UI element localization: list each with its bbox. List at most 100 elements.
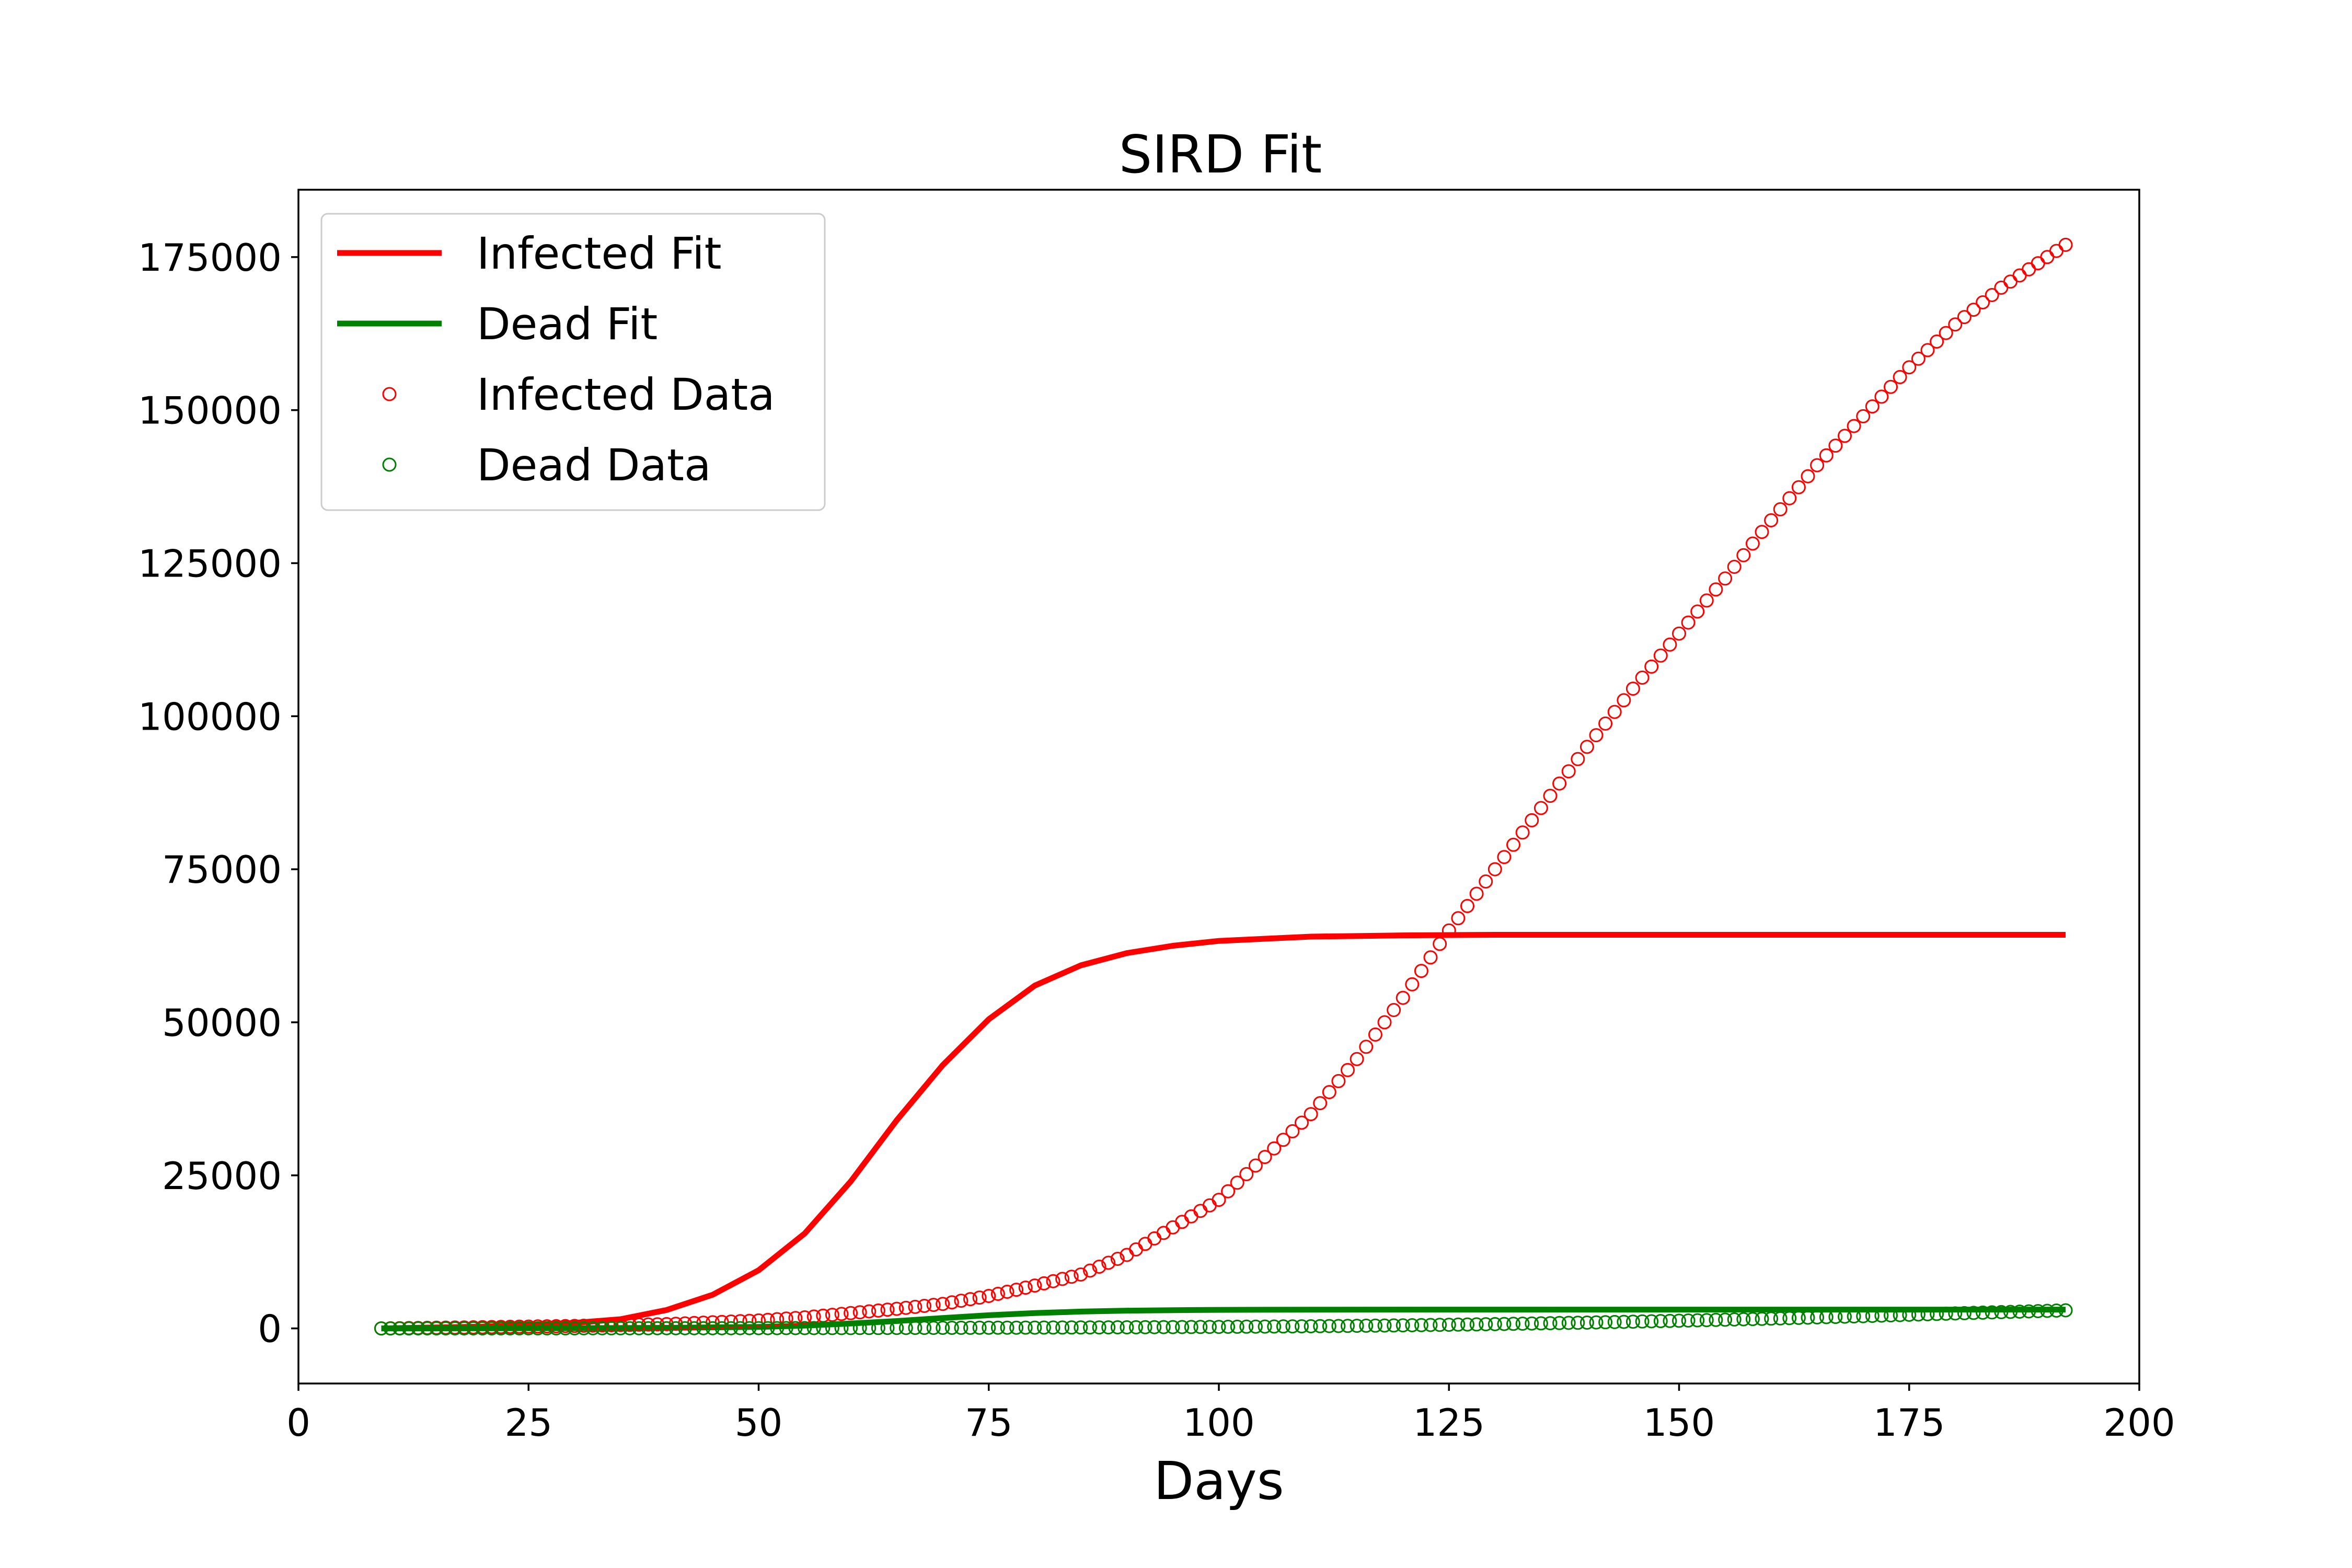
dead-data-marker: [1607, 1315, 1622, 1329]
dead-data-marker: [1625, 1315, 1640, 1329]
dead-data-marker: [1046, 1320, 1060, 1335]
infected-data-marker: [1414, 964, 1428, 978]
dead-data-marker: [917, 1321, 931, 1335]
dead-data-marker: [485, 1321, 499, 1335]
dead-data-marker: [1874, 1308, 1889, 1323]
dead-data-marker: [1350, 1319, 1364, 1333]
dead-data-marker: [852, 1321, 867, 1335]
dead-data-marker: [466, 1321, 481, 1335]
infected-data-marker: [1828, 439, 1843, 453]
infected-data-marker: [1267, 1141, 1282, 1156]
dead-data-marker: [1193, 1320, 1208, 1334]
dead-data-marker: [1036, 1320, 1051, 1335]
infected-data-marker: [1313, 1096, 1328, 1111]
dead-data-marker: [862, 1321, 877, 1335]
dead-data-marker: [1285, 1319, 1300, 1334]
dead-data-marker: [586, 1321, 600, 1335]
dead-data-point: [1764, 1311, 1779, 1326]
dead-data-marker: [714, 1321, 729, 1335]
dead-data-point: [1579, 1316, 1594, 1330]
dead-data-marker: [1939, 1306, 1953, 1321]
infected-data-point: [752, 1313, 766, 1328]
infected-data-point: [1856, 409, 1871, 423]
dead-data-marker: [1617, 1315, 1631, 1329]
infected-data-marker: [1156, 1226, 1171, 1240]
dead-data-point: [567, 1321, 582, 1335]
dead-data-marker: [1110, 1320, 1125, 1334]
infected-data-point: [1810, 458, 1825, 472]
dead-data-marker: [540, 1321, 554, 1335]
dead-data-marker: [447, 1321, 462, 1335]
infected-data-marker: [1479, 874, 1493, 889]
infected-data-marker: [641, 1317, 655, 1332]
infected-data-point: [1488, 862, 1502, 877]
series-layer: [374, 237, 2073, 1336]
infected-fit-line: [381, 932, 2066, 1332]
infected-data-marker: [1055, 1272, 1070, 1286]
infected-data-marker: [1874, 389, 1889, 404]
dead-data-marker: [1129, 1320, 1143, 1334]
dead-data-marker: [963, 1320, 977, 1335]
dead-data-point: [475, 1321, 490, 1335]
dead-data-point: [1120, 1320, 1134, 1334]
dead-data-marker: [890, 1321, 904, 1335]
infected-data-marker: [1819, 448, 1834, 463]
infected-data-point: [1902, 360, 1917, 375]
dead-data-marker: [926, 1321, 941, 1335]
legend-label-dead-data: Dead Data: [477, 440, 711, 491]
dead-data-marker: [1653, 1314, 1668, 1329]
infected-data-marker: [944, 1295, 959, 1310]
dead-data-marker: [1230, 1319, 1244, 1334]
y-tick-label: 25000: [162, 1154, 282, 1198]
dead-data-point: [752, 1321, 766, 1335]
infected-data-marker: [1957, 310, 1971, 325]
infected-data-marker: [2049, 244, 2063, 258]
infected-data-marker: [1276, 1133, 1290, 1147]
infected-data-marker: [1699, 593, 1714, 608]
dead-data-marker: [2040, 1304, 2055, 1318]
infected-data-marker: [1773, 502, 1788, 516]
dead-data-marker: [1313, 1319, 1328, 1333]
dead-data-marker: [1810, 1310, 1825, 1324]
infected-data-marker: [1387, 1003, 1401, 1017]
infected-data-marker: [963, 1292, 977, 1307]
infected-data-point: [1534, 801, 1548, 815]
dead-data-marker: [420, 1321, 434, 1335]
dead-data-marker: [1635, 1314, 1650, 1329]
x-tick-label: 200: [2103, 1401, 2175, 1445]
dead-data-marker: [770, 1321, 785, 1335]
dead-data-marker: [1773, 1311, 1788, 1325]
infected-data-marker: [1009, 1283, 1024, 1297]
legend: Infected Fit Dead Fit Infected Data Dead Da…: [320, 213, 826, 511]
infected-data-marker: [1359, 1040, 1374, 1054]
infected-data-marker: [1341, 1063, 1355, 1077]
infected-data-marker: [1543, 789, 1558, 803]
dead-data-marker: [1791, 1310, 1806, 1325]
infected-data-marker: [1617, 693, 1631, 708]
dead-data-point: [1948, 1306, 1963, 1321]
dead-data-marker: [1644, 1314, 1659, 1329]
dead-data-point: [374, 1321, 388, 1336]
infected-data-marker: [1607, 705, 1622, 719]
infected-data-marker: [742, 1313, 757, 1328]
dead-data-marker: [493, 1321, 508, 1335]
infected-data-marker: [1405, 977, 1420, 991]
dead-data-marker: [742, 1321, 757, 1335]
x-tick-label: 75: [965, 1401, 1013, 1445]
dead-data-marker: [577, 1321, 591, 1335]
dead-data-marker: [944, 1321, 959, 1335]
infected-data-marker: [1230, 1175, 1244, 1190]
dead-data-marker: [871, 1321, 885, 1335]
dead-data-marker: [1985, 1305, 1999, 1320]
dead-data-marker: [706, 1321, 720, 1335]
infected-data-point: [1442, 923, 1456, 938]
infected-data-marker: [871, 1303, 885, 1318]
infected-data-marker: [1469, 886, 1484, 901]
infected-data-marker: [1939, 326, 1953, 340]
infected-data-marker: [1653, 648, 1668, 663]
dead-data-marker: [1801, 1310, 1815, 1325]
infected-data-marker: [852, 1305, 867, 1320]
x-axis: 0 25 50 75 100 125 150 175 200: [286, 1383, 2175, 1445]
infected-data-marker: [1506, 837, 1520, 852]
dead-data-marker: [1276, 1319, 1290, 1334]
